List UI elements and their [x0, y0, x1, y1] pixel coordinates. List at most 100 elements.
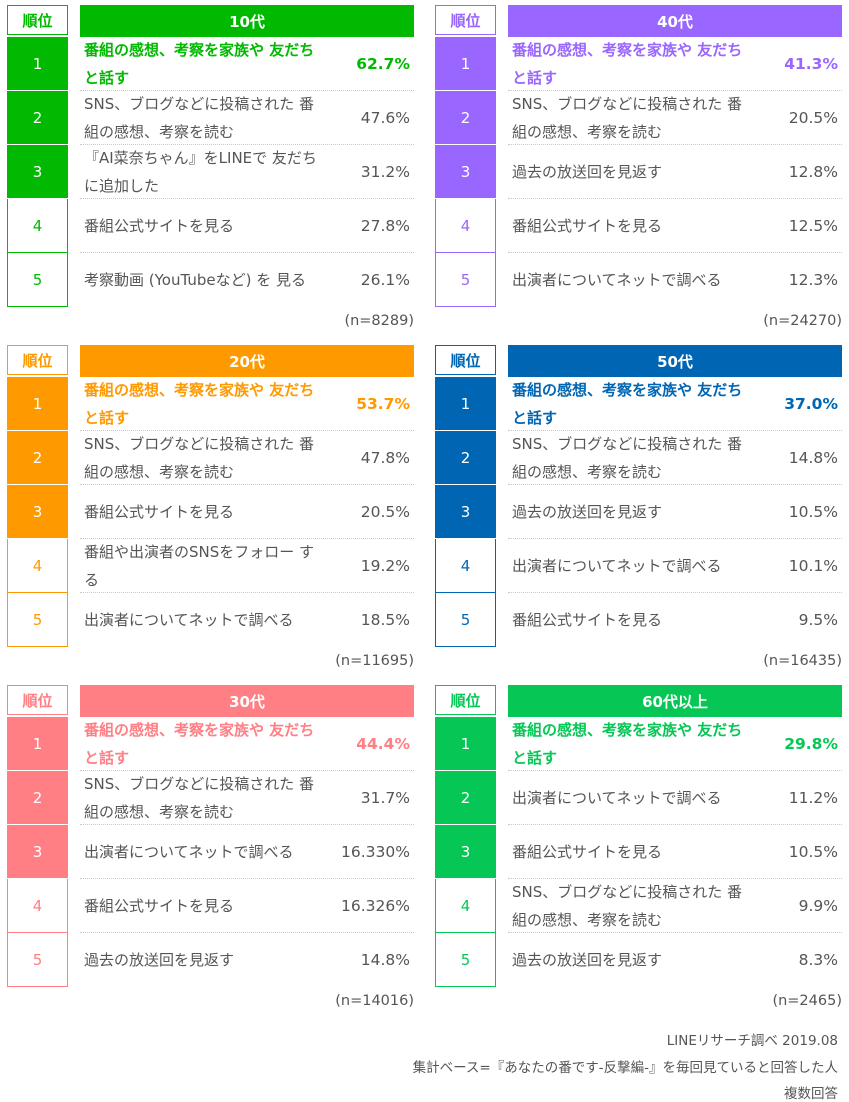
ranking-table: 順位 60代以上 1 番組の感想、考察を家族や 友だちと話す 29.8% 2 出演者について…: [435, 685, 842, 1015]
item-label: 番組の感想、考察を家族や 友だちと話す: [84, 381, 315, 427]
item-value: 14.8%: [788, 449, 838, 467]
rank-number: 1: [7, 377, 68, 431]
item-label: 過去の放送回を見返す: [512, 503, 663, 521]
item-label: 過去の放送回を見返す: [512, 163, 663, 181]
sample-size: (n=11695): [335, 653, 414, 669]
rank-number: 2: [435, 771, 496, 825]
rank-number: 3: [7, 825, 68, 879]
table-row: 番組の感想、考察を家族や 友だちと話す 53.7%: [80, 377, 414, 431]
table-row: 番組の感想、考察を家族や 友だちと話す 29.8%: [508, 717, 842, 771]
item-value: 16.326%: [341, 897, 410, 915]
table-row: 番組公式サイトを見る 9.5%: [508, 593, 842, 647]
rank-number: 2: [7, 771, 68, 825]
table-row: 番組や出演者のSNSをフォロー する 19.2%: [80, 539, 414, 593]
rank-number: 4: [7, 199, 68, 253]
item-label: 番組公式サイトを見る: [84, 217, 235, 235]
rank-number: 3: [435, 825, 496, 879]
item-label: 番組公式サイトを見る: [512, 217, 663, 235]
item-value: 37.0%: [784, 395, 838, 413]
item-label: 番組公式サイトを見る: [84, 897, 235, 915]
sample-size: (n=16435): [763, 653, 842, 669]
table-row: 『AI菜奈ちゃん』をLINEで 友だちに追加した 31.2%: [80, 145, 414, 199]
age-group-title: 30代: [80, 685, 414, 717]
rank-number: 2: [435, 431, 496, 485]
multiple-answer-note: 複数回答: [784, 1086, 838, 1102]
sample-size: (n=24270): [763, 313, 842, 329]
rank-header: 順位: [7, 345, 68, 375]
item-label: 番組公式サイトを見る: [84, 503, 235, 521]
rank-number: 5: [435, 253, 496, 307]
table-row: 過去の放送回を見返す 8.3%: [508, 933, 842, 987]
rank-number: 2: [435, 91, 496, 145]
item-value: 26.1%: [360, 271, 410, 289]
item-value: 12.8%: [788, 163, 838, 181]
item-label: 番組公式サイトを見る: [512, 611, 663, 629]
age-group-title: 40代: [508, 5, 842, 37]
rank-number: 4: [435, 879, 496, 933]
rank-number: 4: [7, 879, 68, 933]
rank-number: 2: [7, 91, 68, 145]
item-value: 53.7%: [356, 395, 410, 413]
item-value: 12.3%: [788, 271, 838, 289]
sample-size: (n=14016): [335, 993, 414, 1009]
item-value: 29.8%: [784, 735, 838, 753]
table-row: SNS、ブログなどに投稿された 番組の感想、考察を読む 31.7%: [80, 771, 414, 825]
table-row: 番組公式サイトを見る 16.326%: [80, 879, 414, 933]
item-label: 考察動画 (YouTubeなど) を 見る: [84, 271, 307, 289]
table-row: SNS、ブログなどに投稿された 番組の感想、考察を読む 47.8%: [80, 431, 414, 485]
item-label: 番組の感想、考察を家族や 友だちと話す: [512, 721, 743, 767]
table-row: 出演者についてネットで調べる 16.330%: [80, 825, 414, 879]
item-label: SNS、ブログなどに投稿された 番組の感想、考察を読む: [84, 775, 315, 821]
item-label: 『AI菜奈ちゃん』をLINEで 友だちに追加した: [84, 149, 317, 195]
rank-number: 1: [435, 37, 496, 91]
rank-header: 順位: [7, 685, 68, 715]
table-row: 番組の感想、考察を家族や 友だちと話す 41.3%: [508, 37, 842, 91]
rank-number: 5: [7, 253, 68, 307]
item-label: 番組公式サイトを見る: [512, 843, 663, 861]
rank-number: 4: [435, 199, 496, 253]
table-row: 出演者についてネットで調べる 11.2%: [508, 771, 842, 825]
rank-number: 1: [7, 717, 68, 771]
item-label: SNS、ブログなどに投稿された 番組の感想、考察を読む: [512, 95, 743, 141]
table-row: SNS、ブログなどに投稿された 番組の感想、考察を読む 20.5%: [508, 91, 842, 145]
item-value: 31.2%: [360, 163, 410, 181]
item-value: 20.5%: [788, 109, 838, 127]
rank-number: 5: [435, 933, 496, 987]
item-value: 14.8%: [360, 951, 410, 969]
table-row: 過去の放送回を見返す 12.8%: [508, 145, 842, 199]
item-value: 18.5%: [360, 611, 410, 629]
item-label: 番組の感想、考察を家族や 友だちと話す: [84, 721, 315, 767]
rank-number: 3: [435, 145, 496, 199]
table-row: 考察動画 (YouTubeなど) を 見る 26.1%: [80, 253, 414, 307]
item-label: 過去の放送回を見返す: [512, 951, 663, 969]
age-group-title: 20代: [80, 345, 414, 377]
item-value: 19.2%: [360, 557, 410, 575]
table-row: 番組の感想、考察を家族や 友だちと話す 44.4%: [80, 717, 414, 771]
item-label: 番組の感想、考察を家族や 友だちと話す: [512, 381, 743, 427]
rank-number: 5: [7, 593, 68, 647]
ranking-table: 順位 20代 1 番組の感想、考察を家族や 友だちと話す 53.7% 2 SNS、ブログなど…: [7, 345, 414, 675]
item-label: 番組や出演者のSNSをフォロー する: [84, 543, 315, 589]
table-row: 過去の放送回を見返す 14.8%: [80, 933, 414, 987]
age-group-title: 10代: [80, 5, 414, 37]
rank-header: 順位: [435, 5, 496, 35]
item-value: 27.8%: [360, 217, 410, 235]
rank-number: 4: [7, 539, 68, 593]
table-row: 番組公式サイトを見る 20.5%: [80, 485, 414, 539]
base-note: 集計ベース=『あなたの番です-反撃編-』を毎回見ていると回答した人: [412, 1060, 838, 1076]
rank-number: 2: [7, 431, 68, 485]
rank-header: 順位: [435, 685, 496, 715]
item-label: 出演者についてネットで調べる: [512, 789, 722, 807]
rank-number: 1: [435, 377, 496, 431]
table-row: 番組の感想、考察を家族や 友だちと話す 37.0%: [508, 377, 842, 431]
item-label: 番組の感想、考察を家族や 友だちと話す: [84, 41, 315, 87]
item-value: 47.8%: [360, 449, 410, 467]
item-label: SNS、ブログなどに投稿された 番組の感想、考察を読む: [512, 883, 743, 929]
item-label: 出演者についてネットで調べる: [84, 843, 294, 861]
source-note: LINEリサーチ調べ 2019.08: [666, 1033, 838, 1049]
rank-number: 3: [7, 485, 68, 539]
rank-number: 5: [435, 593, 496, 647]
ranking-table: 順位 10代 1 番組の感想、考察を家族や 友だちと話す 62.7% 2 SNS、ブログなど…: [7, 5, 414, 335]
table-row: SNS、ブログなどに投稿された 番組の感想、考察を読む 9.9%: [508, 879, 842, 933]
table-row: 過去の放送回を見返す 10.5%: [508, 485, 842, 539]
